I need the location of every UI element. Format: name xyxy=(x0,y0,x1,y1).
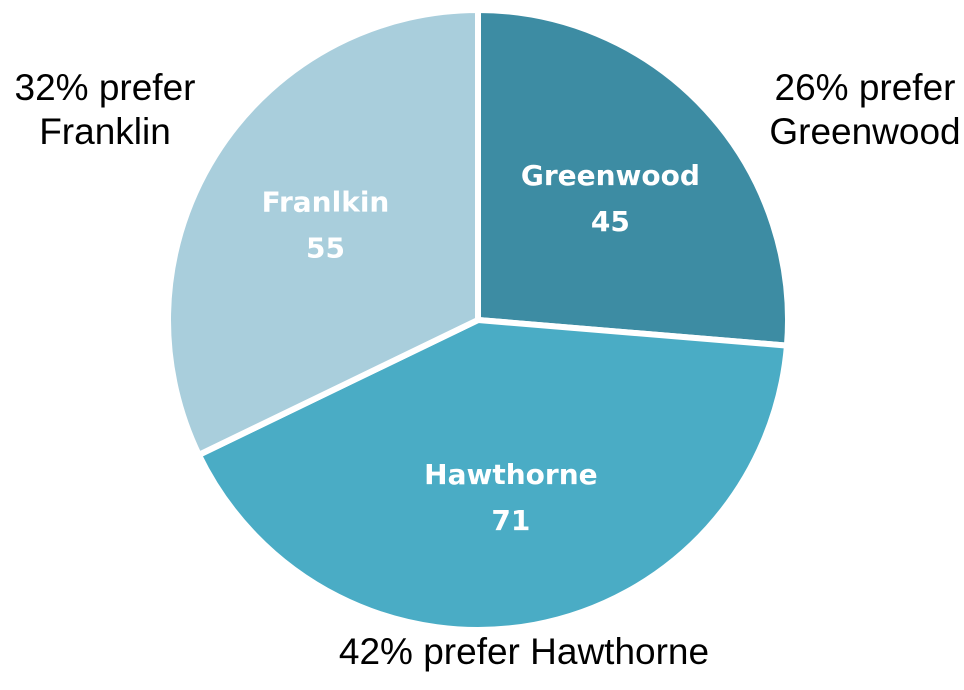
callout-line: 32% prefer xyxy=(15,67,196,108)
callout-greenwood: 26% prefer Greenwood xyxy=(769,67,960,152)
pie-slice-hawthorne xyxy=(195,317,790,633)
slice-value-hawthorne: 71 xyxy=(491,504,530,537)
slice-value-greenwood: 45 xyxy=(591,205,630,238)
slice-value-franlkin: 55 xyxy=(306,231,345,264)
callout-franlkin: 32% prefer Franklin xyxy=(15,67,196,152)
callout-line: 42% prefer Hawthorne xyxy=(339,631,709,672)
pie-slice-franlkin xyxy=(165,7,481,458)
pie-slice-labels: Greenwood 45 Hawthorne 71 Franlkin 55 xyxy=(262,159,700,537)
slice-label-franlkin: Franlkin xyxy=(262,185,390,218)
callout-hawthorne: 42% prefer Hawthorne xyxy=(339,631,709,672)
callout-line: 26% prefer xyxy=(775,67,956,108)
pie-slices xyxy=(165,7,791,633)
pie-slice-greenwood xyxy=(475,7,791,349)
callout-line: Greenwood xyxy=(769,111,960,152)
callout-line: Franklin xyxy=(39,111,171,152)
slice-label-greenwood: Greenwood xyxy=(521,159,700,192)
slice-label-hawthorne: Hawthorne xyxy=(424,458,597,491)
